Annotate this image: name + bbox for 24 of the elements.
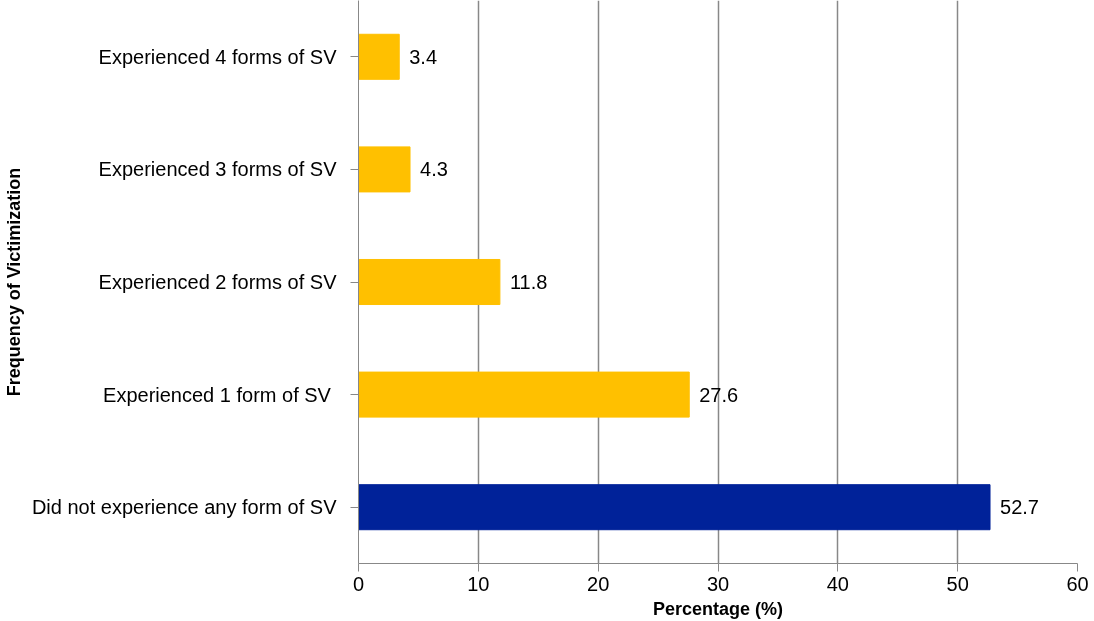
y-tick-label: Experienced 2 forms of SV	[98, 271, 338, 293]
x-tick-label: 20	[587, 572, 610, 595]
data-label: 52.7	[1000, 496, 1039, 519]
y-tick-label: Did not experience any form of SV	[31, 496, 338, 519]
data-label: 27.6	[699, 383, 739, 406]
bar	[358, 484, 991, 531]
bar	[358, 33, 400, 80]
x-tick-label: 0	[352, 572, 365, 595]
x-tick-label: 30	[706, 572, 730, 595]
x-tick-label: 40	[826, 572, 849, 595]
bar	[358, 258, 501, 306]
bar	[358, 371, 690, 418]
data-label: 4.3	[420, 158, 448, 181]
bar	[358, 146, 411, 193]
x-tick-label: 50	[946, 572, 969, 595]
x-tick-label: 60	[1066, 572, 1089, 595]
data-label: 3.4	[409, 45, 438, 68]
data-label: 11.8	[509, 271, 548, 293]
x-axis-title: Percentage (%)	[652, 598, 784, 619]
x-tick-label: 10	[467, 572, 490, 595]
y-tick-label: Experienced 1 form of SV	[103, 383, 332, 406]
y-axis-title: Frequency of Victimization	[3, 167, 24, 397]
y-tick-label: Experienced 3 forms of SV	[98, 158, 338, 181]
y-tick-label: Experienced 4 forms of SV	[98, 45, 338, 68]
